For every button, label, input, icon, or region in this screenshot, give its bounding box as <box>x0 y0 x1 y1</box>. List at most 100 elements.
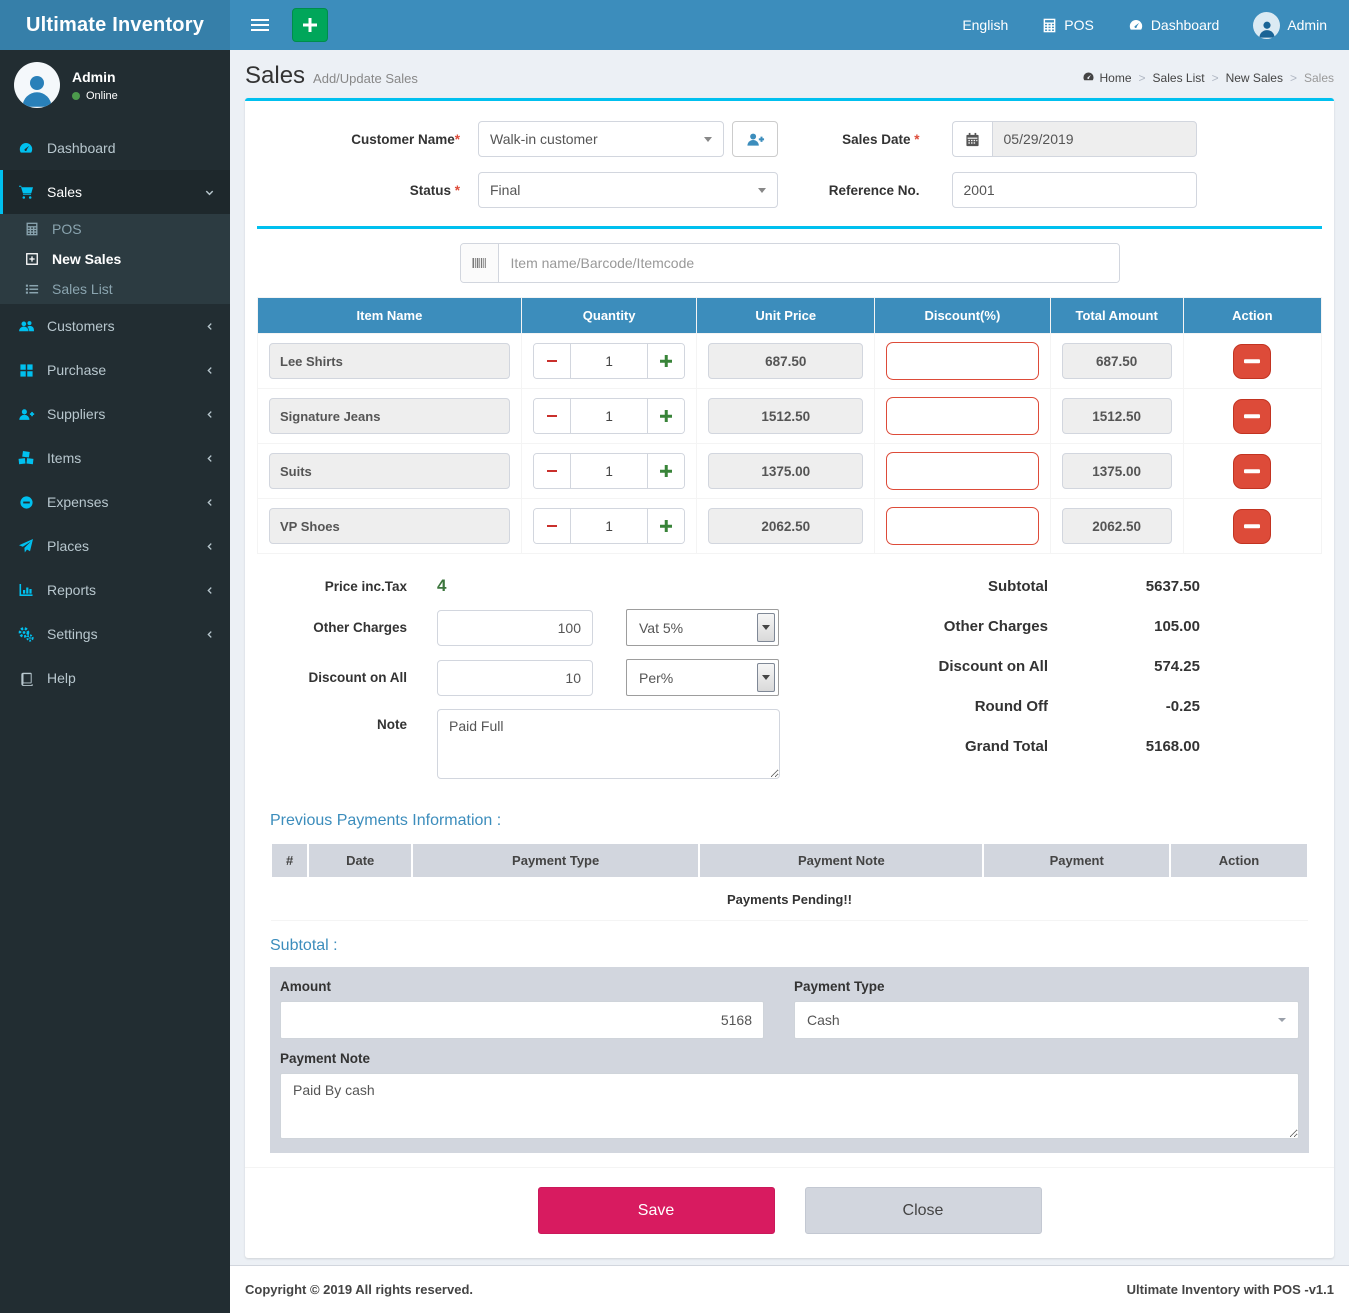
remove-item-button[interactable] <box>1233 508 1272 544</box>
items-box: Item Name Quantity Unit Price Discount(%… <box>257 226 1323 1153</box>
payment-entry-box: Amount Payment Type Cash Payment Note Pa… <box>270 967 1309 1153</box>
status-label: Status * <box>409 182 460 198</box>
sidebar-item-settings[interactable]: Settings <box>0 612 230 656</box>
col-header-date: Date <box>307 842 414 879</box>
col-header-unit-price: Unit Price <box>696 297 876 334</box>
sidebar-item-label: Sales List <box>52 281 113 297</box>
breadcrumb-sales-list[interactable]: Sales List <box>1152 71 1205 85</box>
unit-price-field: 687.50 <box>708 343 864 379</box>
increase-quantity-button[interactable] <box>647 454 685 488</box>
dashboard-icon <box>1082 70 1095 86</box>
sidebar-item-label: Expenses <box>47 494 109 510</box>
sidebar-item-label: New Sales <box>52 251 122 267</box>
other-charges-label: Other Charges <box>313 620 407 635</box>
quantity-value[interactable]: 1 <box>605 463 613 479</box>
sidebar-item-help[interactable]: Help <box>0 656 230 700</box>
nav-pos-link[interactable]: POS <box>1042 17 1094 33</box>
user-menu[interactable]: Admin <box>1253 11 1327 39</box>
quantity-value[interactable]: 1 <box>605 518 613 534</box>
amount-label: Amount <box>280 979 331 994</box>
discount-input[interactable] <box>886 342 1039 380</box>
sidebar-item-suppliers[interactable]: Suppliers <box>0 392 230 436</box>
sidebar-item-label: Sales <box>47 184 83 200</box>
sidebar-item-pos[interactable]: POS <box>0 214 230 244</box>
note-textarea[interactable]: Paid Full <box>437 709 780 779</box>
remove-item-button[interactable] <box>1233 453 1272 489</box>
payment-note-textarea[interactable]: Paid By cash <box>280 1073 1299 1139</box>
customer-select[interactable]: Walk-in customer <box>478 121 724 157</box>
remove-item-button[interactable] <box>1233 343 1272 379</box>
breadcrumb-separator: > <box>1211 71 1219 85</box>
sales-date-field[interactable]: 05/29/2019 <box>991 121 1197 157</box>
decrease-quantity-button[interactable] <box>533 344 571 378</box>
total-amount-field: 1375.00 <box>1061 453 1172 489</box>
reference-no-field[interactable] <box>951 172 1197 208</box>
col-header-action: Action <box>1169 842 1309 879</box>
other-charges-tax-select[interactable]: Vat 5% <box>626 609 779 646</box>
sidebar-toggle-button[interactable] <box>240 0 280 50</box>
breadcrumb-new-sales[interactable]: New Sales <box>1225 71 1283 85</box>
nav-dashboard-link[interactable]: Dashboard <box>1128 17 1219 33</box>
app-brand[interactable]: Ultimate Inventory <box>0 0 230 50</box>
users-icon <box>15 318 37 335</box>
decrease-quantity-button[interactable] <box>533 399 571 433</box>
sidebar-item-label: Suppliers <box>47 406 106 422</box>
sidebar-item-sales[interactable]: Sales <box>0 170 230 214</box>
sidebar-item-dashboard[interactable]: Dashboard <box>0 126 230 170</box>
payments-empty-message: Payments Pending!! <box>271 878 1308 921</box>
sidebar-item-expenses[interactable]: Expenses <box>0 480 230 524</box>
sidebar-item-label: Items <box>47 450 82 466</box>
plus-square-icon <box>22 252 42 266</box>
sidebar-item-places[interactable]: Places <box>0 524 230 568</box>
bar-chart-icon <box>15 582 37 598</box>
discount-type-select[interactable]: Per% <box>626 659 779 696</box>
items-table: Item Name Quantity Unit Price Discount(%… <box>257 297 1323 554</box>
table-row: Lee Shirts 1 687.50 687.50 <box>257 333 1323 389</box>
save-button[interactable]: Save <box>537 1187 775 1234</box>
copyright-text: Copyright © 2019 All rights reserved. <box>245 1282 474 1297</box>
increase-quantity-button[interactable] <box>647 344 685 378</box>
discount-input[interactable] <box>886 452 1039 490</box>
chevron-down-icon <box>704 136 712 142</box>
item-name-field: Signature Jeans <box>269 398 510 434</box>
previous-payments-heading: Previous Payments Information : <box>270 812 502 829</box>
other-charges-input[interactable] <box>437 609 593 646</box>
decrease-quantity-button[interactable] <box>533 509 571 543</box>
other-charges-total-value: 105.00 <box>1154 618 1200 635</box>
amount-input[interactable] <box>280 1001 765 1039</box>
sidebar-item-items[interactable]: Items <box>0 436 230 480</box>
discount-on-all-input[interactable] <box>437 659 593 696</box>
col-header-quantity: Quantity <box>520 297 698 334</box>
language-menu[interactable]: English <box>962 17 1008 33</box>
breadcrumb-home[interactable]: Home <box>1082 70 1132 86</box>
item-search-input[interactable] <box>498 244 1119 282</box>
sidebar-item-new-sales[interactable]: New Sales <box>0 244 230 274</box>
discount-input[interactable] <box>886 397 1039 435</box>
quantity-value[interactable]: 1 <box>605 353 613 369</box>
add-customer-button[interactable] <box>732 121 778 157</box>
status-select[interactable]: Final <box>478 172 778 208</box>
increase-quantity-button[interactable] <box>647 399 685 433</box>
chevron-left-icon <box>205 409 215 420</box>
quantity-value[interactable]: 1 <box>605 408 613 424</box>
sidebar-item-purchase[interactable]: Purchase <box>0 348 230 392</box>
close-button[interactable]: Close <box>804 1187 1042 1234</box>
decrease-quantity-button[interactable] <box>533 454 571 488</box>
calendar-icon[interactable] <box>951 121 992 157</box>
discount-input[interactable] <box>886 507 1039 545</box>
breadcrumb-current: Sales <box>1303 71 1334 85</box>
sidebar-item-customers[interactable]: Customers <box>0 304 230 348</box>
payment-type-select[interactable]: Cash <box>794 1001 1299 1039</box>
grid-icon <box>15 363 37 378</box>
quick-add-button[interactable] <box>292 8 328 42</box>
footer: Copyright © 2019 All rights reserved. Ul… <box>230 1265 1349 1313</box>
sidebar-item-reports[interactable]: Reports <box>0 568 230 612</box>
remove-item-button[interactable] <box>1233 398 1272 434</box>
price-inc-tax-label: Price inc.Tax <box>324 578 407 594</box>
sidebar-item-sales-list[interactable]: Sales List <box>0 274 230 304</box>
grand-total-label: Grand Total <box>964 738 1048 755</box>
table-row: VP Shoes 1 2062.50 2062.50 <box>257 498 1323 554</box>
sidebar-user-name: Admin <box>72 68 116 85</box>
increase-quantity-button[interactable] <box>647 509 685 543</box>
chevron-down-icon <box>758 187 766 193</box>
